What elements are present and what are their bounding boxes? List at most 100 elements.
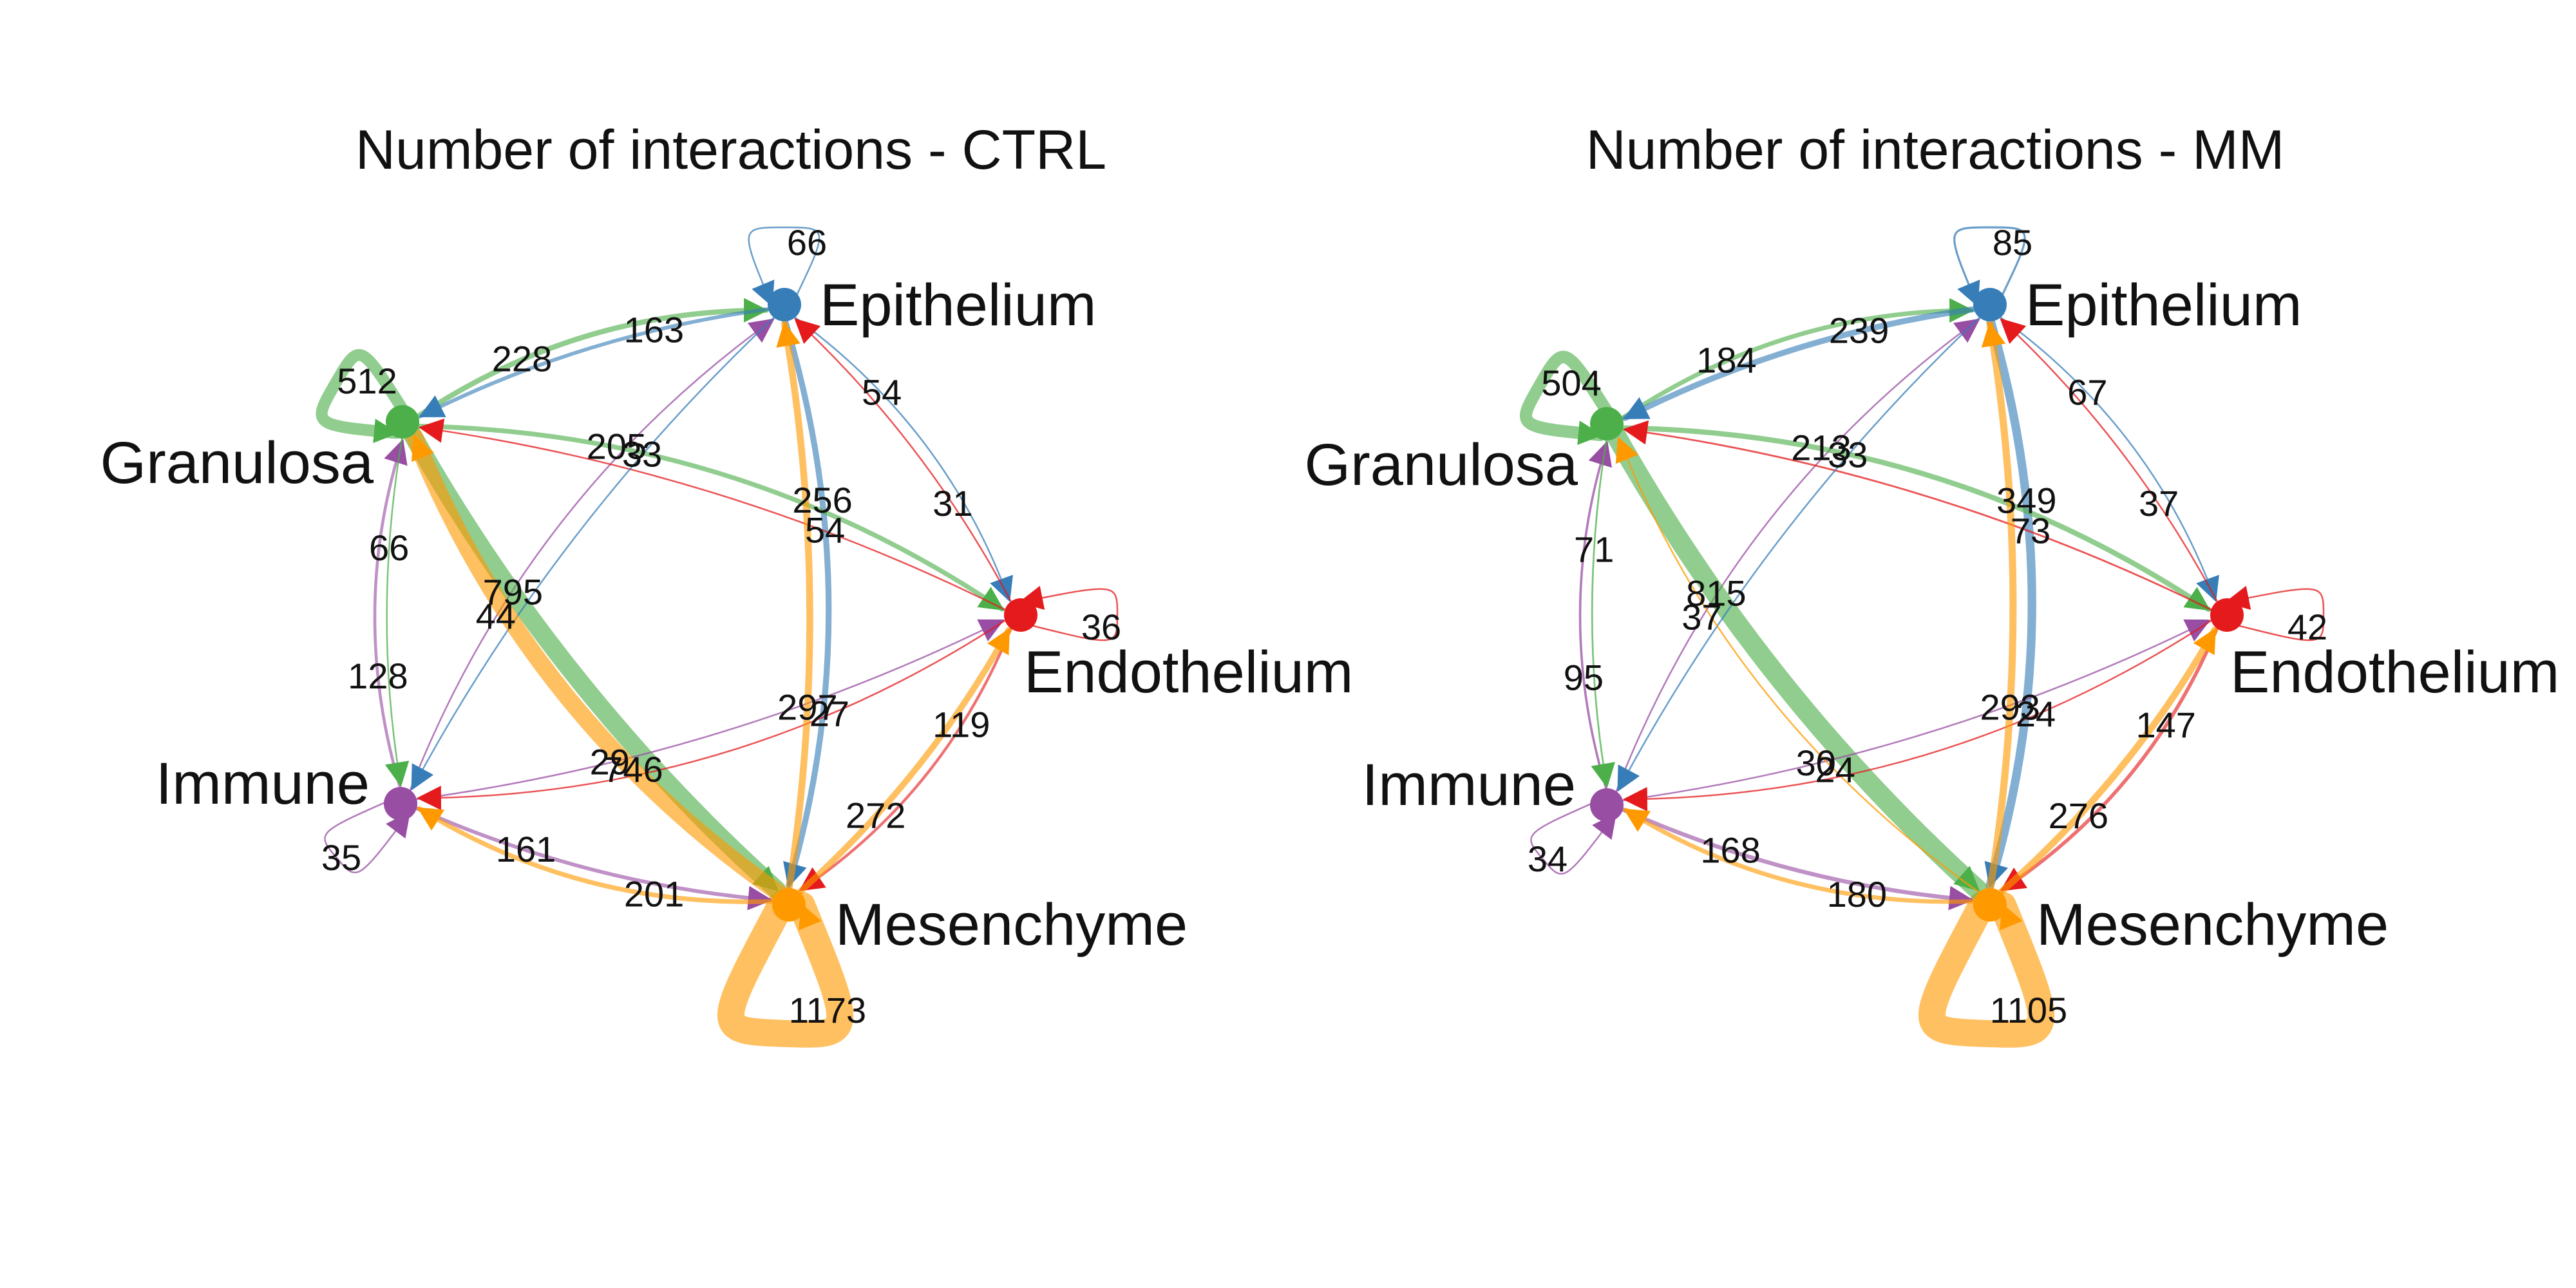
- edge-mesenchyme-to-immune: [417, 806, 778, 904]
- edge-label-endothelium-to-mesenchyme: 147: [2136, 705, 2195, 745]
- node-label-mesenchyme: Mesenchyme: [2036, 892, 2389, 958]
- edge-label-immune-to-epithelium: 37: [1681, 597, 1721, 638]
- edge-label-layer: 6651236351173228163442565420531541287956…: [321, 222, 1121, 1030]
- edge-immune-to-mesenchyme: [412, 805, 773, 911]
- edge-mesenchyme-to-mesenchyme: [717, 891, 854, 1048]
- edge-label-epithelium-to-endothelium: 54: [862, 372, 902, 413]
- edge-label-epithelium-to-immune: 33: [1828, 434, 1868, 475]
- edge-label-granulosa-to-endothelium: 205: [587, 426, 647, 467]
- edge-label-endothelium-to-mesenchyme: 119: [933, 705, 990, 745]
- edge-mesenchyme-to-endothelium: [794, 627, 1012, 897]
- edge-label-epithelium-to-mesenchyme: 256: [792, 480, 852, 520]
- edge-endothelium-to-epithelium: [794, 318, 1013, 605]
- edge-label-mesenchyme-to-granulosa: 746: [603, 749, 663, 790]
- edge-granulosa-to-endothelium: [1617, 425, 2211, 612]
- edge-label-mesenchyme-to-mesenchyme: 1105: [1990, 990, 2067, 1030]
- node-label-endothelium: Endothelium: [1024, 639, 1353, 705]
- node-layer: Epithelium Granulosa Endothelium Immune Mese…: [100, 272, 1354, 958]
- edge-label-endothelium-to-granulosa: 73: [2011, 511, 2050, 551]
- node-immune: [1590, 788, 1624, 822]
- edge-immune-to-endothelium: [413, 619, 1005, 800]
- node-granulosa: [386, 405, 419, 439]
- edge-epithelium-to-epithelium: [748, 226, 820, 307]
- edge-mesenchyme-to-mesenchyme: [1918, 891, 2055, 1048]
- edge-epithelium-to-immune: [411, 315, 777, 791]
- edge-endothelium-to-mesenchyme: [2000, 624, 2220, 892]
- node-label-mesenchyme: Mesenchyme: [835, 892, 1188, 958]
- edge-immune-to-endothelium: [1619, 619, 2211, 802]
- edge-label-granulosa-to-immune: 71: [1574, 529, 1614, 570]
- edge-mesenchyme-to-epithelium: [776, 320, 813, 895]
- edge-label-mesenchyme-to-mesenchyme: 1173: [789, 990, 866, 1030]
- edge-epithelium-to-endothelium: [792, 315, 1013, 602]
- edge-label-mesenchyme-to-epithelium: 297: [777, 687, 837, 727]
- edge-label-epithelium-to-mesenchyme: 349: [1996, 480, 2056, 520]
- edge-immune-to-epithelium: [408, 318, 775, 793]
- edge-label-epithelium-to-immune: 33: [622, 434, 662, 475]
- edge-endothelium-to-endothelium: [2224, 585, 2325, 641]
- edge-label-immune-to-mesenchyme: 161: [496, 829, 556, 869]
- edge-label-mesenchyme-to-endothelium: 272: [846, 795, 905, 836]
- node-epithelium: [1973, 288, 2007, 321]
- edge-granulosa-to-immune: [1591, 437, 1615, 788]
- edge-epithelium-to-immune: [1617, 315, 1982, 792]
- edge-label-epithelium-to-granulosa: 239: [1829, 310, 1889, 350]
- edge-layer: [1520, 226, 2325, 1048]
- edge-label-granulosa-to-immune: 66: [369, 527, 409, 568]
- edge-immune-to-immune: [324, 797, 411, 874]
- edge-label-epithelium-to-granulosa: 163: [624, 310, 684, 350]
- node-label-immune: Immune: [1362, 752, 1576, 818]
- edge-label-granulosa-to-granulosa: 504: [1541, 363, 1601, 403]
- edge-label-epithelium-to-epithelium: 66: [787, 222, 827, 263]
- panel-title-ctrl: Number of interactions - CTRL: [355, 119, 1106, 181]
- edge-epithelium-to-granulosa: [1622, 305, 1980, 421]
- edge-label-immune-to-granulosa: 95: [1564, 658, 1604, 698]
- edge-label-immune-to-epithelium: 44: [476, 596, 516, 636]
- edge-label-endothelium-to-endothelium: 36: [1081, 607, 1121, 647]
- edge-immune-to-epithelium: [1615, 318, 1980, 795]
- edge-layer: [316, 226, 1119, 1048]
- edge-label-mesenchyme-to-immune: 180: [1827, 874, 1887, 914]
- panel-title-mm: Number of interactions - MM: [1586, 119, 2285, 181]
- edge-immune-to-granulosa: [373, 439, 408, 791]
- panel-ctrl: Number of interactions - CTRL 66 512 36 35 1…: [100, 119, 1354, 1048]
- edge-label-immune-to-immune: 35: [321, 837, 361, 878]
- edge-mesenchyme-to-epithelium: [1981, 320, 2017, 895]
- edge-immune-to-mesenchyme: [1618, 806, 1974, 911]
- edge-label-granulosa-to-mesenchyme: 795: [483, 572, 543, 612]
- node-label-granulosa: Granulosa: [100, 430, 374, 496]
- edge-endothelium-to-epithelium: [2000, 318, 2219, 605]
- edge-label-granulosa-to-mesenchyme: 815: [1686, 573, 1746, 614]
- edge-label-mesenchyme-to-immune: 201: [624, 874, 684, 914]
- edge-label-mesenchyme-to-granulosa: 24: [1815, 750, 1855, 790]
- edge-epithelium-to-endothelium: [1998, 315, 2219, 602]
- edge-immune-to-granulosa: [1578, 440, 1612, 792]
- edge-label-immune-to-immune: 34: [1528, 838, 1567, 879]
- edge-endothelium-to-mesenchyme: [799, 625, 1014, 891]
- edge-label-immune-to-endothelium: 29: [590, 741, 630, 782]
- edge-label-immune-to-endothelium: 30: [1796, 743, 1836, 783]
- edge-granulosa-to-epithelium: [413, 298, 769, 421]
- edge-label-endothelium-to-endothelium: 42: [2287, 607, 2327, 647]
- edge-mesenchyme-to-granulosa: [1615, 436, 1982, 895]
- edge-label-granulosa-to-endothelium: 213: [1791, 428, 1851, 468]
- edge-granulosa-to-immune: [384, 435, 410, 787]
- edge-label-immune-to-granulosa: 128: [348, 656, 408, 696]
- edge-mesenchyme-to-immune: [1623, 808, 1979, 904]
- edge-endothelium-to-endothelium: [1018, 585, 1119, 641]
- edge-endothelium-to-immune: [1622, 618, 2215, 811]
- edge-granulosa-to-mesenchyme: [1605, 424, 1988, 900]
- edge-label-granulosa-to-epithelium: 228: [492, 339, 552, 379]
- edge-label-endothelium-to-granulosa: 54: [805, 510, 845, 551]
- node-epithelium: [768, 288, 801, 321]
- edge-granulosa-to-granulosa: [1520, 350, 1617, 446]
- edge-label-endothelium-to-immune: 24: [2016, 694, 2056, 734]
- edge-mesenchyme-to-granulosa: [406, 428, 789, 903]
- node-label-endothelium: Endothelium: [2230, 639, 2559, 705]
- edge-granulosa-to-mesenchyme: [402, 423, 786, 899]
- edge-epithelium-to-mesenchyme: [781, 316, 832, 889]
- edge-label-mesenchyme-to-epithelium: 293: [1980, 687, 2040, 728]
- edge-label-endothelium-to-epithelium: 31: [933, 483, 972, 524]
